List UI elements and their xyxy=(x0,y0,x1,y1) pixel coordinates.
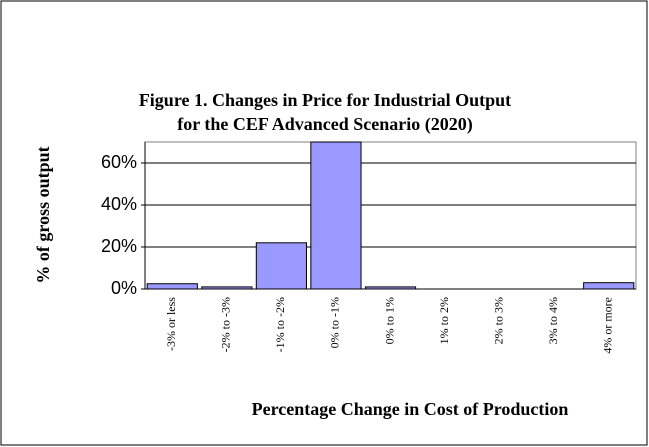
bar xyxy=(583,282,635,290)
y-tick-label: 40% xyxy=(101,194,137,214)
bar xyxy=(255,242,307,290)
x-tick-label: 0% to -1% xyxy=(328,297,342,348)
x-tick-label: 0% to 1% xyxy=(382,297,396,344)
chart-title: Figure 1. Changes in Price for Industria… xyxy=(139,90,511,110)
y-axis-label: % of gross output xyxy=(33,146,53,283)
x-tick-label: 1% to 2% xyxy=(437,297,451,344)
chart-title: for the CEF Advanced Scenario (2020) xyxy=(177,114,472,135)
x-tick-label: 3% to 4% xyxy=(546,297,560,344)
x-axis-label: Percentage Change in Cost of Production xyxy=(252,399,569,419)
bar xyxy=(146,283,198,290)
x-tick-label: 2% to 3% xyxy=(491,297,505,344)
x-tick-label: 4% or more xyxy=(600,297,614,354)
x-tick-label: -3% or less xyxy=(164,297,178,351)
y-tick-label: 0% xyxy=(111,278,137,298)
plot-area xyxy=(144,141,637,290)
y-tick-label: 20% xyxy=(101,236,137,256)
y-tick-label: 60% xyxy=(101,152,137,172)
x-tick-label: -2% to -3% xyxy=(219,297,233,352)
x-tick-label: -1% to -2% xyxy=(273,297,287,352)
bar xyxy=(310,141,362,290)
